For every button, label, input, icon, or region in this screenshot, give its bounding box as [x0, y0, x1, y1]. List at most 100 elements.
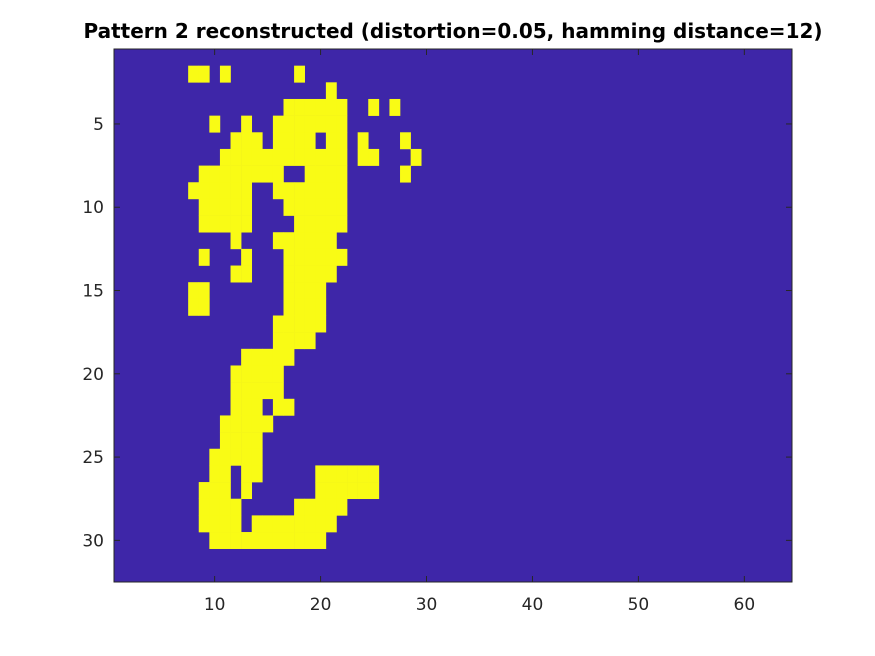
heatmap-cell: [219, 532, 231, 549]
heatmap-cell: [357, 148, 369, 166]
heatmap-cell: [283, 132, 295, 150]
heatmap-cell: [251, 432, 263, 450]
heatmap-cell: [315, 465, 327, 483]
heatmap-cell: [241, 115, 253, 133]
heatmap-cell: [209, 465, 221, 483]
heatmap-cell: [325, 148, 337, 166]
heatmap-cell: [188, 298, 200, 316]
heatmap-cell: [400, 165, 411, 183]
heatmap-cell: [251, 382, 263, 400]
heatmap-cell: [198, 165, 210, 183]
heatmap-cell: [315, 282, 327, 300]
heatmap-cell: [251, 448, 263, 466]
heatmap-cell: [315, 498, 327, 516]
heatmap-cell: [262, 165, 274, 183]
y-tick-label: 20: [82, 365, 104, 385]
heatmap-cell: [325, 465, 337, 483]
heatmap-cell: [304, 132, 316, 150]
heatmap-cell: [294, 65, 305, 83]
heatmap-cell: [294, 198, 305, 216]
heatmap-cell: [272, 132, 284, 150]
heatmap-cell: [219, 465, 231, 483]
heatmap-cell: [219, 148, 231, 166]
heatmap-cell: [272, 382, 284, 400]
heatmap-cell: [241, 532, 253, 549]
heatmap-cell: [283, 515, 295, 533]
heatmap-cell: [230, 498, 242, 516]
heatmap-cell: [198, 182, 210, 200]
heatmap-cell: [336, 132, 348, 150]
heatmap-cell: [219, 182, 231, 200]
heatmap-cell: [325, 82, 337, 100]
heatmap-cell: [241, 182, 253, 200]
x-tick-label: 40: [522, 595, 544, 615]
heatmap-cell: [304, 232, 316, 250]
heatmap-cell: [283, 198, 295, 216]
heatmap-cell: [230, 198, 242, 216]
heatmap-cell: [294, 148, 305, 166]
heatmap-cell: [241, 482, 253, 500]
heatmap-cell: [304, 265, 316, 283]
heatmap-cell: [230, 382, 242, 400]
heatmap-cell: [241, 365, 253, 383]
heatmap-cell: [241, 448, 253, 466]
heatmap-cell: [283, 148, 295, 166]
heatmap-cell: [304, 198, 316, 216]
heatmap-cell: [368, 98, 380, 116]
heatmap-cell: [304, 165, 316, 183]
heatmap-cell: [209, 198, 221, 216]
heatmap-cell: [336, 482, 348, 500]
heatmap-cell: [325, 515, 337, 533]
heatmap-cell: [198, 515, 210, 533]
y-tick-label: 10: [82, 198, 104, 218]
heatmap-cell: [251, 148, 263, 166]
heatmap-cell: [230, 132, 242, 150]
heatmap-cell: [304, 298, 316, 316]
heatmap-cell: [315, 115, 327, 133]
heatmap-cell: [219, 165, 231, 183]
heatmap-cell: [241, 415, 253, 433]
x-tick-label: 50: [628, 595, 650, 615]
heatmap-cell: [209, 215, 221, 233]
y-axis: 5 10 15 20 25 30: [82, 115, 792, 551]
heatmap-cell: [357, 132, 369, 150]
heatmap-cell: [294, 265, 305, 283]
heatmap-cell: [209, 515, 221, 533]
heatmap-cell: [272, 165, 284, 183]
plot-area: [114, 49, 792, 582]
heatmap-cell: [272, 315, 284, 333]
heatmap-cell: [315, 215, 327, 233]
heatmap-cell: [336, 465, 348, 483]
heatmap-cell: [219, 415, 231, 433]
heatmap-cell: [325, 498, 337, 516]
heatmap-cell: [283, 298, 295, 316]
heatmap-cell: [294, 132, 305, 150]
heatmap-cell: [272, 365, 284, 383]
heatmap-cell: [304, 515, 316, 533]
heatmap-cell: [230, 232, 242, 250]
heatmap-cell: [198, 482, 210, 500]
heatmap-cell: [251, 365, 263, 383]
heatmap-cell: [325, 182, 337, 200]
heatmap-cell: [251, 415, 263, 433]
x-axis: 10 20 30 40 50 60: [204, 49, 755, 615]
heatmap-cell: [315, 165, 327, 183]
heatmap-cell: [209, 532, 221, 549]
heatmap-cell: [283, 398, 295, 416]
heatmap-cell: [325, 132, 337, 150]
chart-title: Pattern 2 reconstructed (distortion=0.05…: [83, 19, 822, 43]
heatmap-cell: [283, 532, 295, 549]
heatmap-cell: [294, 498, 305, 516]
heatmap-cell: [209, 448, 221, 466]
heatmap-cell: [325, 198, 337, 216]
heatmap-cell: [272, 332, 284, 350]
heatmap-cell: [325, 482, 337, 500]
heatmap-cell: [294, 332, 305, 350]
heatmap-cell: [347, 465, 358, 483]
heatmap-cell: [315, 148, 327, 166]
x-tick-label: 20: [310, 595, 332, 615]
heatmap-cell: [368, 465, 380, 483]
heatmap-cell: [272, 148, 284, 166]
heatmap-cell: [219, 432, 231, 450]
heatmap-cell: [188, 282, 200, 300]
